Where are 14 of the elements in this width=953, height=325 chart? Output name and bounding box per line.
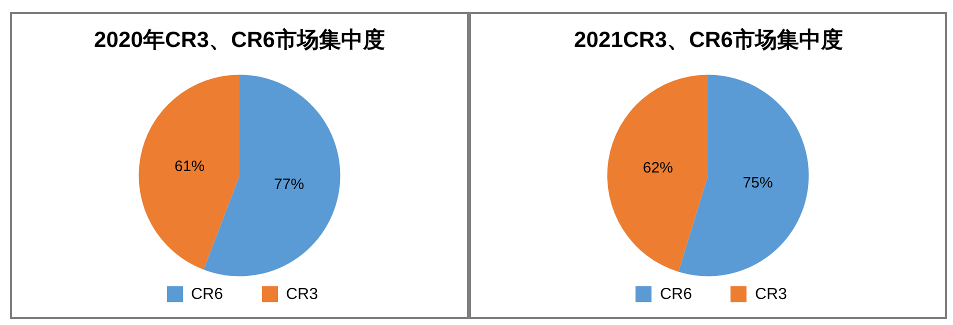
legend-label: CR3	[755, 286, 788, 303]
data-label: 62%	[642, 159, 673, 176]
pie-slice	[607, 74, 708, 272]
legend-label: CR6	[191, 286, 224, 303]
data-label: 61%	[174, 158, 205, 175]
data-label: 77%	[274, 176, 304, 194]
legend-label: CR3	[286, 286, 318, 303]
pie-slice	[138, 74, 240, 270]
pie-slice	[678, 74, 809, 276]
chart-title: 2021CR3、CR6市场集中度	[574, 27, 843, 52]
data-label: 75%	[742, 174, 773, 192]
legend-label: CR6	[660, 286, 692, 303]
chart-title: 2020年CR3、CR6市场集中度	[94, 27, 385, 52]
pie-slice	[204, 74, 340, 276]
